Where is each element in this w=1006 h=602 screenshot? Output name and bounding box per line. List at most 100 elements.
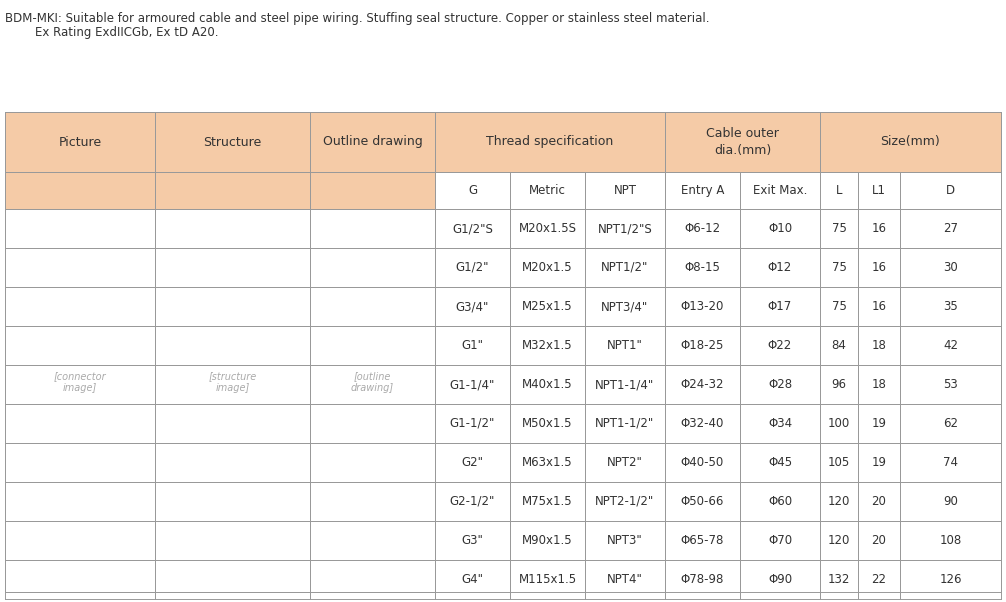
- Text: 16: 16: [871, 300, 886, 313]
- Text: G4": G4": [462, 573, 484, 586]
- Text: Metric: Metric: [529, 184, 566, 197]
- Text: M115x1.5: M115x1.5: [518, 573, 576, 586]
- Text: NPT1/2": NPT1/2": [602, 261, 649, 274]
- Text: [outline
drawing]: [outline drawing]: [351, 371, 394, 393]
- Text: NPT1": NPT1": [607, 339, 643, 352]
- Text: NPT1/2"S: NPT1/2"S: [598, 222, 652, 235]
- Text: [connector
image]: [connector image]: [53, 371, 107, 393]
- Text: 16: 16: [871, 222, 886, 235]
- Text: NPT1-1/2": NPT1-1/2": [596, 417, 655, 430]
- Text: 120: 120: [828, 495, 850, 508]
- Bar: [310, 112, 435, 172]
- Text: [structure
image]: [structure image]: [208, 371, 257, 393]
- Text: 16: 16: [871, 261, 886, 274]
- Text: 18: 18: [871, 378, 886, 391]
- Bar: [155, 112, 310, 172]
- Text: Φ78-98: Φ78-98: [681, 573, 724, 586]
- Text: 53: 53: [943, 378, 958, 391]
- Text: NPT: NPT: [614, 184, 637, 197]
- Text: Φ8-15: Φ8-15: [684, 261, 720, 274]
- Text: Φ6-12: Φ6-12: [684, 222, 720, 235]
- Text: Ex Rating ExdIICGb, Ex tD A20.: Ex Rating ExdIICGb, Ex tD A20.: [5, 26, 218, 39]
- Text: G1-1/2": G1-1/2": [450, 417, 495, 430]
- Text: NPT3": NPT3": [608, 534, 643, 547]
- Text: BDM-MKI: Suitable for armoured cable and steel pipe wiring. Stuffing seal struct: BDM-MKI: Suitable for armoured cable and…: [5, 12, 709, 25]
- Text: 84: 84: [832, 339, 846, 352]
- Text: 35: 35: [943, 300, 958, 313]
- Text: G: G: [468, 184, 477, 197]
- Text: 19: 19: [871, 417, 886, 430]
- Text: G1": G1": [462, 339, 484, 352]
- Text: Φ32-40: Φ32-40: [681, 417, 724, 430]
- Text: G1/2"S: G1/2"S: [452, 222, 493, 235]
- Text: 30: 30: [943, 261, 958, 274]
- Text: Cable outer
dia.(mm): Cable outer dia.(mm): [706, 127, 779, 157]
- Text: 75: 75: [832, 300, 846, 313]
- Text: Picture: Picture: [58, 135, 102, 149]
- Text: Φ65-78: Φ65-78: [681, 534, 724, 547]
- Text: Φ45: Φ45: [768, 456, 792, 469]
- Text: G1/2": G1/2": [456, 261, 489, 274]
- Text: M90x1.5: M90x1.5: [522, 534, 572, 547]
- Bar: [155, 172, 310, 209]
- Text: Φ90: Φ90: [768, 573, 792, 586]
- Text: M32x1.5: M32x1.5: [522, 339, 572, 352]
- Text: G1-1/4": G1-1/4": [450, 378, 495, 391]
- Text: Φ12: Φ12: [768, 261, 792, 274]
- Text: D: D: [946, 184, 955, 197]
- Bar: [435, 112, 665, 172]
- Text: 19: 19: [871, 456, 886, 469]
- Text: Φ34: Φ34: [768, 417, 792, 430]
- Text: 120: 120: [828, 534, 850, 547]
- Text: L: L: [836, 184, 842, 197]
- Text: Φ24-32: Φ24-32: [681, 378, 724, 391]
- Text: Entry A: Entry A: [681, 184, 724, 197]
- Bar: [5, 112, 155, 172]
- Text: Exit Max.: Exit Max.: [752, 184, 807, 197]
- Text: 108: 108: [940, 534, 962, 547]
- Text: 126: 126: [940, 573, 962, 586]
- Text: NPT4": NPT4": [607, 573, 643, 586]
- Text: Φ28: Φ28: [768, 378, 792, 391]
- Text: Φ40-50: Φ40-50: [681, 456, 724, 469]
- Text: 96: 96: [832, 378, 846, 391]
- Text: 42: 42: [943, 339, 958, 352]
- Text: Φ70: Φ70: [768, 534, 792, 547]
- Text: Φ13-20: Φ13-20: [681, 300, 724, 313]
- Text: M75x1.5: M75x1.5: [522, 495, 572, 508]
- Text: Φ10: Φ10: [768, 222, 792, 235]
- Text: M40x1.5: M40x1.5: [522, 378, 572, 391]
- Text: NPT1-1/4": NPT1-1/4": [596, 378, 655, 391]
- Text: G2-1/2": G2-1/2": [450, 495, 495, 508]
- Bar: [5, 172, 155, 209]
- Text: 100: 100: [828, 417, 850, 430]
- Text: 90: 90: [943, 495, 958, 508]
- Bar: [820, 112, 1001, 172]
- Text: G3": G3": [462, 534, 484, 547]
- Text: NPT2-1/2": NPT2-1/2": [596, 495, 655, 508]
- Text: 18: 18: [871, 339, 886, 352]
- Text: Φ22: Φ22: [768, 339, 792, 352]
- Text: Φ60: Φ60: [768, 495, 792, 508]
- Text: M63x1.5: M63x1.5: [522, 456, 572, 469]
- Text: Φ50-66: Φ50-66: [681, 495, 724, 508]
- Text: M20x1.5: M20x1.5: [522, 261, 572, 274]
- Text: 22: 22: [871, 573, 886, 586]
- Text: 75: 75: [832, 261, 846, 274]
- Text: 105: 105: [828, 456, 850, 469]
- Text: M50x1.5: M50x1.5: [522, 417, 572, 430]
- Text: NPT2": NPT2": [607, 456, 643, 469]
- Text: 27: 27: [943, 222, 958, 235]
- Text: 20: 20: [871, 495, 886, 508]
- Text: Structure: Structure: [203, 135, 262, 149]
- Text: 62: 62: [943, 417, 958, 430]
- Text: 74: 74: [943, 456, 958, 469]
- Text: G3/4": G3/4": [456, 300, 489, 313]
- Text: 75: 75: [832, 222, 846, 235]
- Text: M20x1.5S: M20x1.5S: [518, 222, 576, 235]
- Text: Outline drawing: Outline drawing: [323, 135, 423, 149]
- Text: L1: L1: [872, 184, 886, 197]
- Bar: [665, 112, 820, 172]
- Text: Thread specification: Thread specification: [486, 135, 614, 149]
- Text: 20: 20: [871, 534, 886, 547]
